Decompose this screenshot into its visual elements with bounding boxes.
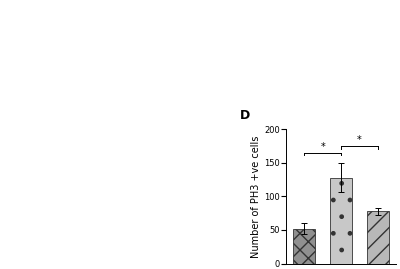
Y-axis label: Number of PH3 +ve cells: Number of PH3 +ve cells — [251, 135, 261, 257]
Text: D: D — [240, 109, 250, 122]
Bar — [367, 211, 389, 264]
Bar — [330, 178, 352, 264]
Text: *: * — [320, 142, 325, 152]
Text: *: * — [357, 135, 362, 145]
Bar — [293, 229, 315, 264]
